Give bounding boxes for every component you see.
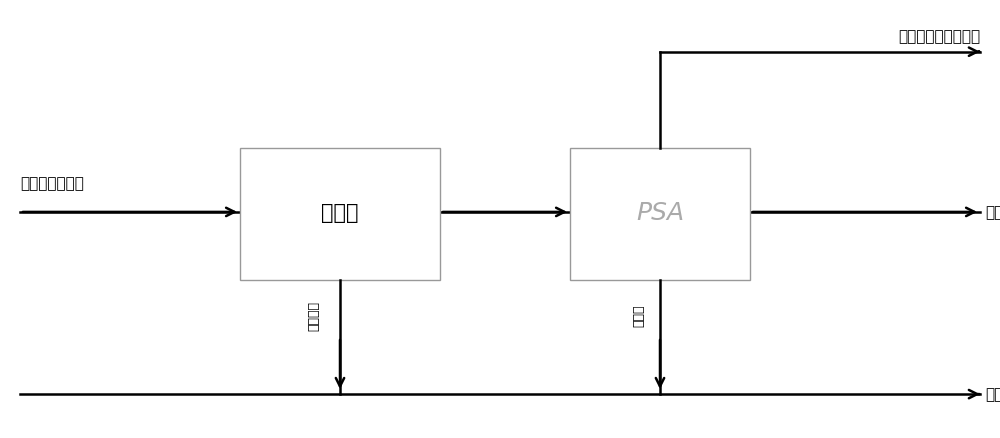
Text: 膜分离: 膜分离 (321, 202, 359, 223)
Text: 富氢气返回甲醇合成: 富氢气返回甲醇合成 (898, 29, 980, 44)
Text: 氢气出界区: 氢气出界区 (985, 205, 1000, 220)
Text: 作全厂燃料气: 作全厂燃料气 (985, 387, 1000, 402)
Text: 解吸气: 解吸气 (632, 304, 645, 327)
Text: 甲醇合成驰放气: 甲醇合成驰放气 (20, 176, 84, 191)
Bar (570, 149, 750, 280)
Bar (240, 149, 440, 280)
Text: 非渗透气: 非渗透气 (307, 300, 320, 330)
Text: PSA: PSA (636, 201, 684, 224)
